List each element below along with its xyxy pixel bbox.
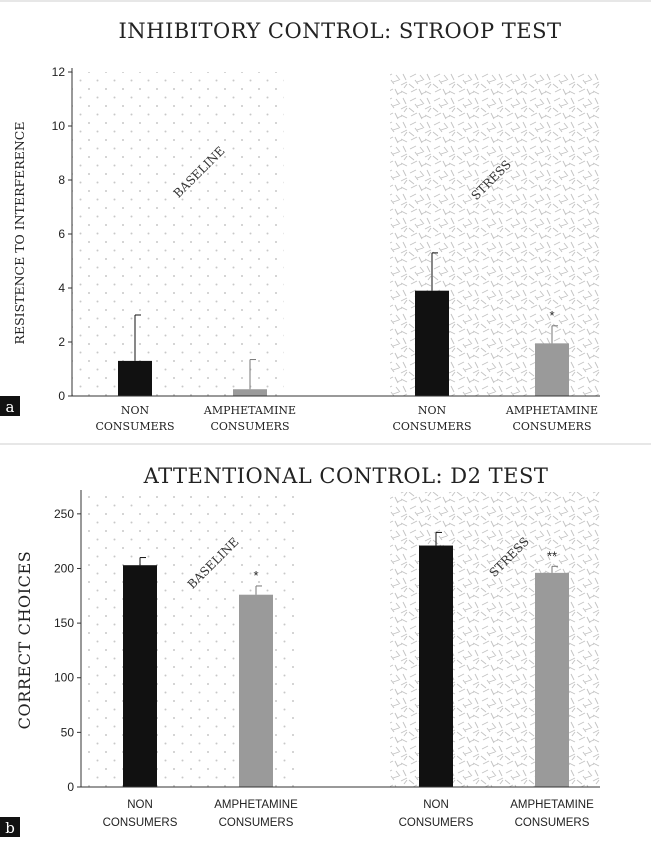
group-label-b-2-line2: CONSUMERS <box>219 817 294 829</box>
bar-b-amphetamine-stress <box>535 572 569 787</box>
group-label-b-1-line1: NON <box>127 799 153 811</box>
panel-letter-a: a <box>6 398 15 416</box>
group-label-b-3-line1: NON <box>423 799 449 811</box>
group-label-a-4-line2: CONSUMERS <box>513 420 592 433</box>
group-label-b-2-line1: AMPHETAMINE <box>214 799 298 811</box>
y-tick-label-b-4: 200 <box>54 561 74 575</box>
bar-a-amphetamine-baseline <box>233 389 267 396</box>
y-axis-ticks-b: 0 50 100 150 200 250 <box>54 507 81 794</box>
bars-a: * <box>118 252 569 396</box>
group-label-b-4-line2: CONSUMERS <box>515 817 590 829</box>
y-tick-label-a-1: 2 <box>58 335 65 349</box>
y-tick-label-b-5: 250 <box>54 507 74 521</box>
bar-a-non-consumers-stress <box>415 290 449 396</box>
y-tick-label-b-1: 50 <box>61 725 75 739</box>
group-label-a-1-line1: NON <box>121 404 150 417</box>
y-tick-label-a-4: 8 <box>58 173 65 187</box>
group-label-a-3-line1: NON <box>418 404 447 417</box>
y-tick-label-a-3: 6 <box>58 227 65 241</box>
bars-b: *** <box>123 531 569 787</box>
group-label-a-3-line2: CONSUMERS <box>393 420 472 433</box>
significance-b-amphetamine-baseline: * <box>253 568 258 583</box>
panel-b: ATTENTIONAL CONTROL: D2 TEST CORRECT CHO… <box>0 443 651 837</box>
bar-b-non-consumers-stress <box>419 545 453 787</box>
group-label-a-2-line2: CONSUMERS <box>211 420 290 433</box>
y-tick-label-a-6: 12 <box>52 65 66 79</box>
panel-letter-b-box <box>0 817 20 837</box>
group-label-a-2-line1: AMPHETAMINE <box>203 404 296 417</box>
panel-a-title: INHIBITORY CONTROL: STROOP TEST <box>119 19 562 43</box>
group-label-a-4-line1: AMPHETAMINE <box>505 404 598 417</box>
panel-b-title: ATTENTIONAL CONTROL: D2 TEST <box>143 464 549 488</box>
panel-a-y-axis-label: RESISTENCE TO INTERFERENCE <box>12 122 27 345</box>
y-axis-ticks-a: 0 2 4 6 8 10 12 <box>52 65 72 403</box>
y-tick-label-a-2: 4 <box>58 281 65 295</box>
y-tick-label-a-5: 10 <box>52 119 66 133</box>
baseline-background-a <box>72 72 284 396</box>
group-label-b-1-line2: CONSUMERS <box>103 817 178 829</box>
group-label-a-1-line2: CONSUMERS <box>96 420 175 433</box>
y-tick-label-b-2: 100 <box>54 671 74 685</box>
bar-a-non-consumers-baseline <box>118 360 152 396</box>
bar-b-amphetamine-baseline <box>239 594 273 787</box>
significance-b-amphetamine-stress: ** <box>547 548 557 563</box>
panel-b-y-axis-label: CORRECT CHOICES <box>15 551 34 730</box>
y-tick-label-b-3: 150 <box>54 616 74 630</box>
panel-letter-b: b <box>5 819 15 837</box>
y-tick-label-a-0: 0 <box>58 389 65 403</box>
y-tick-label-b-0: 0 <box>67 780 74 794</box>
panel-a: INHIBITORY CONTROL: STROOP TEST RESISTEN… <box>0 0 651 433</box>
bar-b-non-consumers-baseline <box>123 565 157 787</box>
bar-a-amphetamine-stress <box>535 343 569 396</box>
significance-a-amphetamine-stress: * <box>549 308 554 323</box>
group-label-b-4-line1: AMPHETAMINE <box>510 799 594 811</box>
group-label-b-3-line2: CONSUMERS <box>399 817 474 829</box>
panel-letter-a-box <box>0 396 20 416</box>
